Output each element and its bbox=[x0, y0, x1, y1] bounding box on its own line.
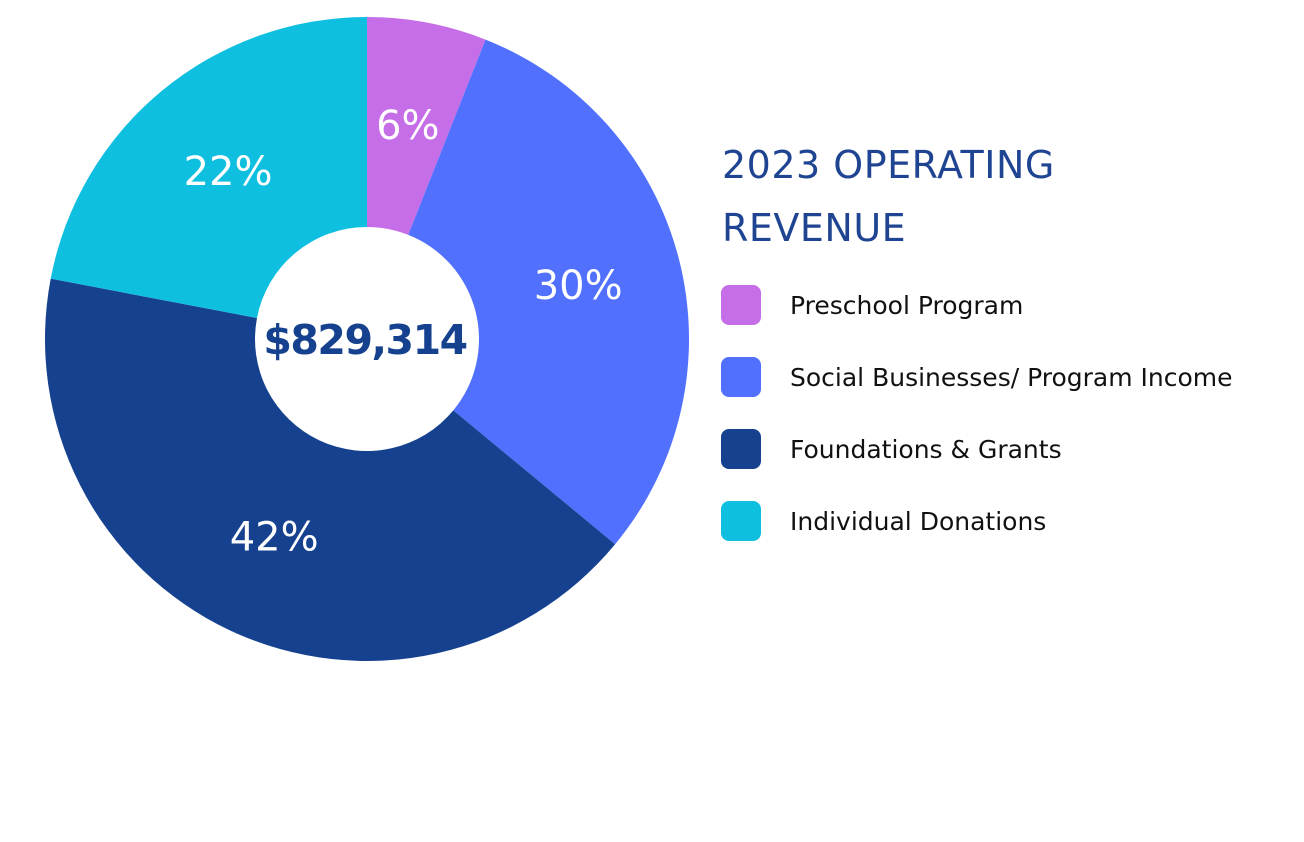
legend-label-preschool: Preschool Program bbox=[790, 290, 1024, 320]
slice-foundations bbox=[44, 278, 616, 662]
slice-label-foundations: 42% bbox=[230, 514, 319, 560]
legend-item-preschool: Preschool Program bbox=[721, 284, 1233, 326]
chart-title-line-2: REVENUE bbox=[722, 206, 907, 250]
legend-item-individual-donations: Individual Donations bbox=[721, 500, 1233, 542]
legend-label-foundations: Foundations & Grants bbox=[790, 434, 1062, 464]
legend-item-foundations: Foundations & Grants bbox=[721, 428, 1233, 470]
slice-individual-donations bbox=[50, 17, 368, 319]
legend-swatch-foundations bbox=[721, 429, 761, 469]
slice-social-businesses bbox=[408, 39, 690, 545]
legend-swatch-individual-donations bbox=[721, 501, 761, 541]
donut-chart: 6% 30% 42% 22% $829,314 bbox=[44, 17, 690, 662]
total-revenue: $829,314 bbox=[263, 316, 466, 364]
donut-slices bbox=[44, 17, 690, 662]
legend-label-social-businesses: Social Businesses/ Program Income bbox=[790, 362, 1233, 392]
slice-preschool bbox=[367, 17, 486, 235]
slice-labels: 6% 30% 42% 22% bbox=[184, 103, 623, 560]
slice-label-individual-donations: 22% bbox=[184, 149, 273, 195]
legend: Preschool Program Social Businesses/ Pro… bbox=[721, 284, 1233, 572]
chart-title: 2023 OPERATING REVENUE bbox=[722, 134, 1242, 260]
legend-item-social-businesses: Social Businesses/ Program Income bbox=[721, 356, 1233, 398]
chart-title-line-1: 2023 OPERATING bbox=[722, 143, 1055, 187]
legend-swatch-preschool bbox=[721, 285, 761, 325]
slice-label-social-businesses: 30% bbox=[534, 263, 623, 309]
legend-label-individual-donations: Individual Donations bbox=[790, 506, 1047, 536]
legend-swatch-social-businesses bbox=[721, 357, 761, 397]
slice-label-preschool: 6% bbox=[376, 103, 439, 149]
